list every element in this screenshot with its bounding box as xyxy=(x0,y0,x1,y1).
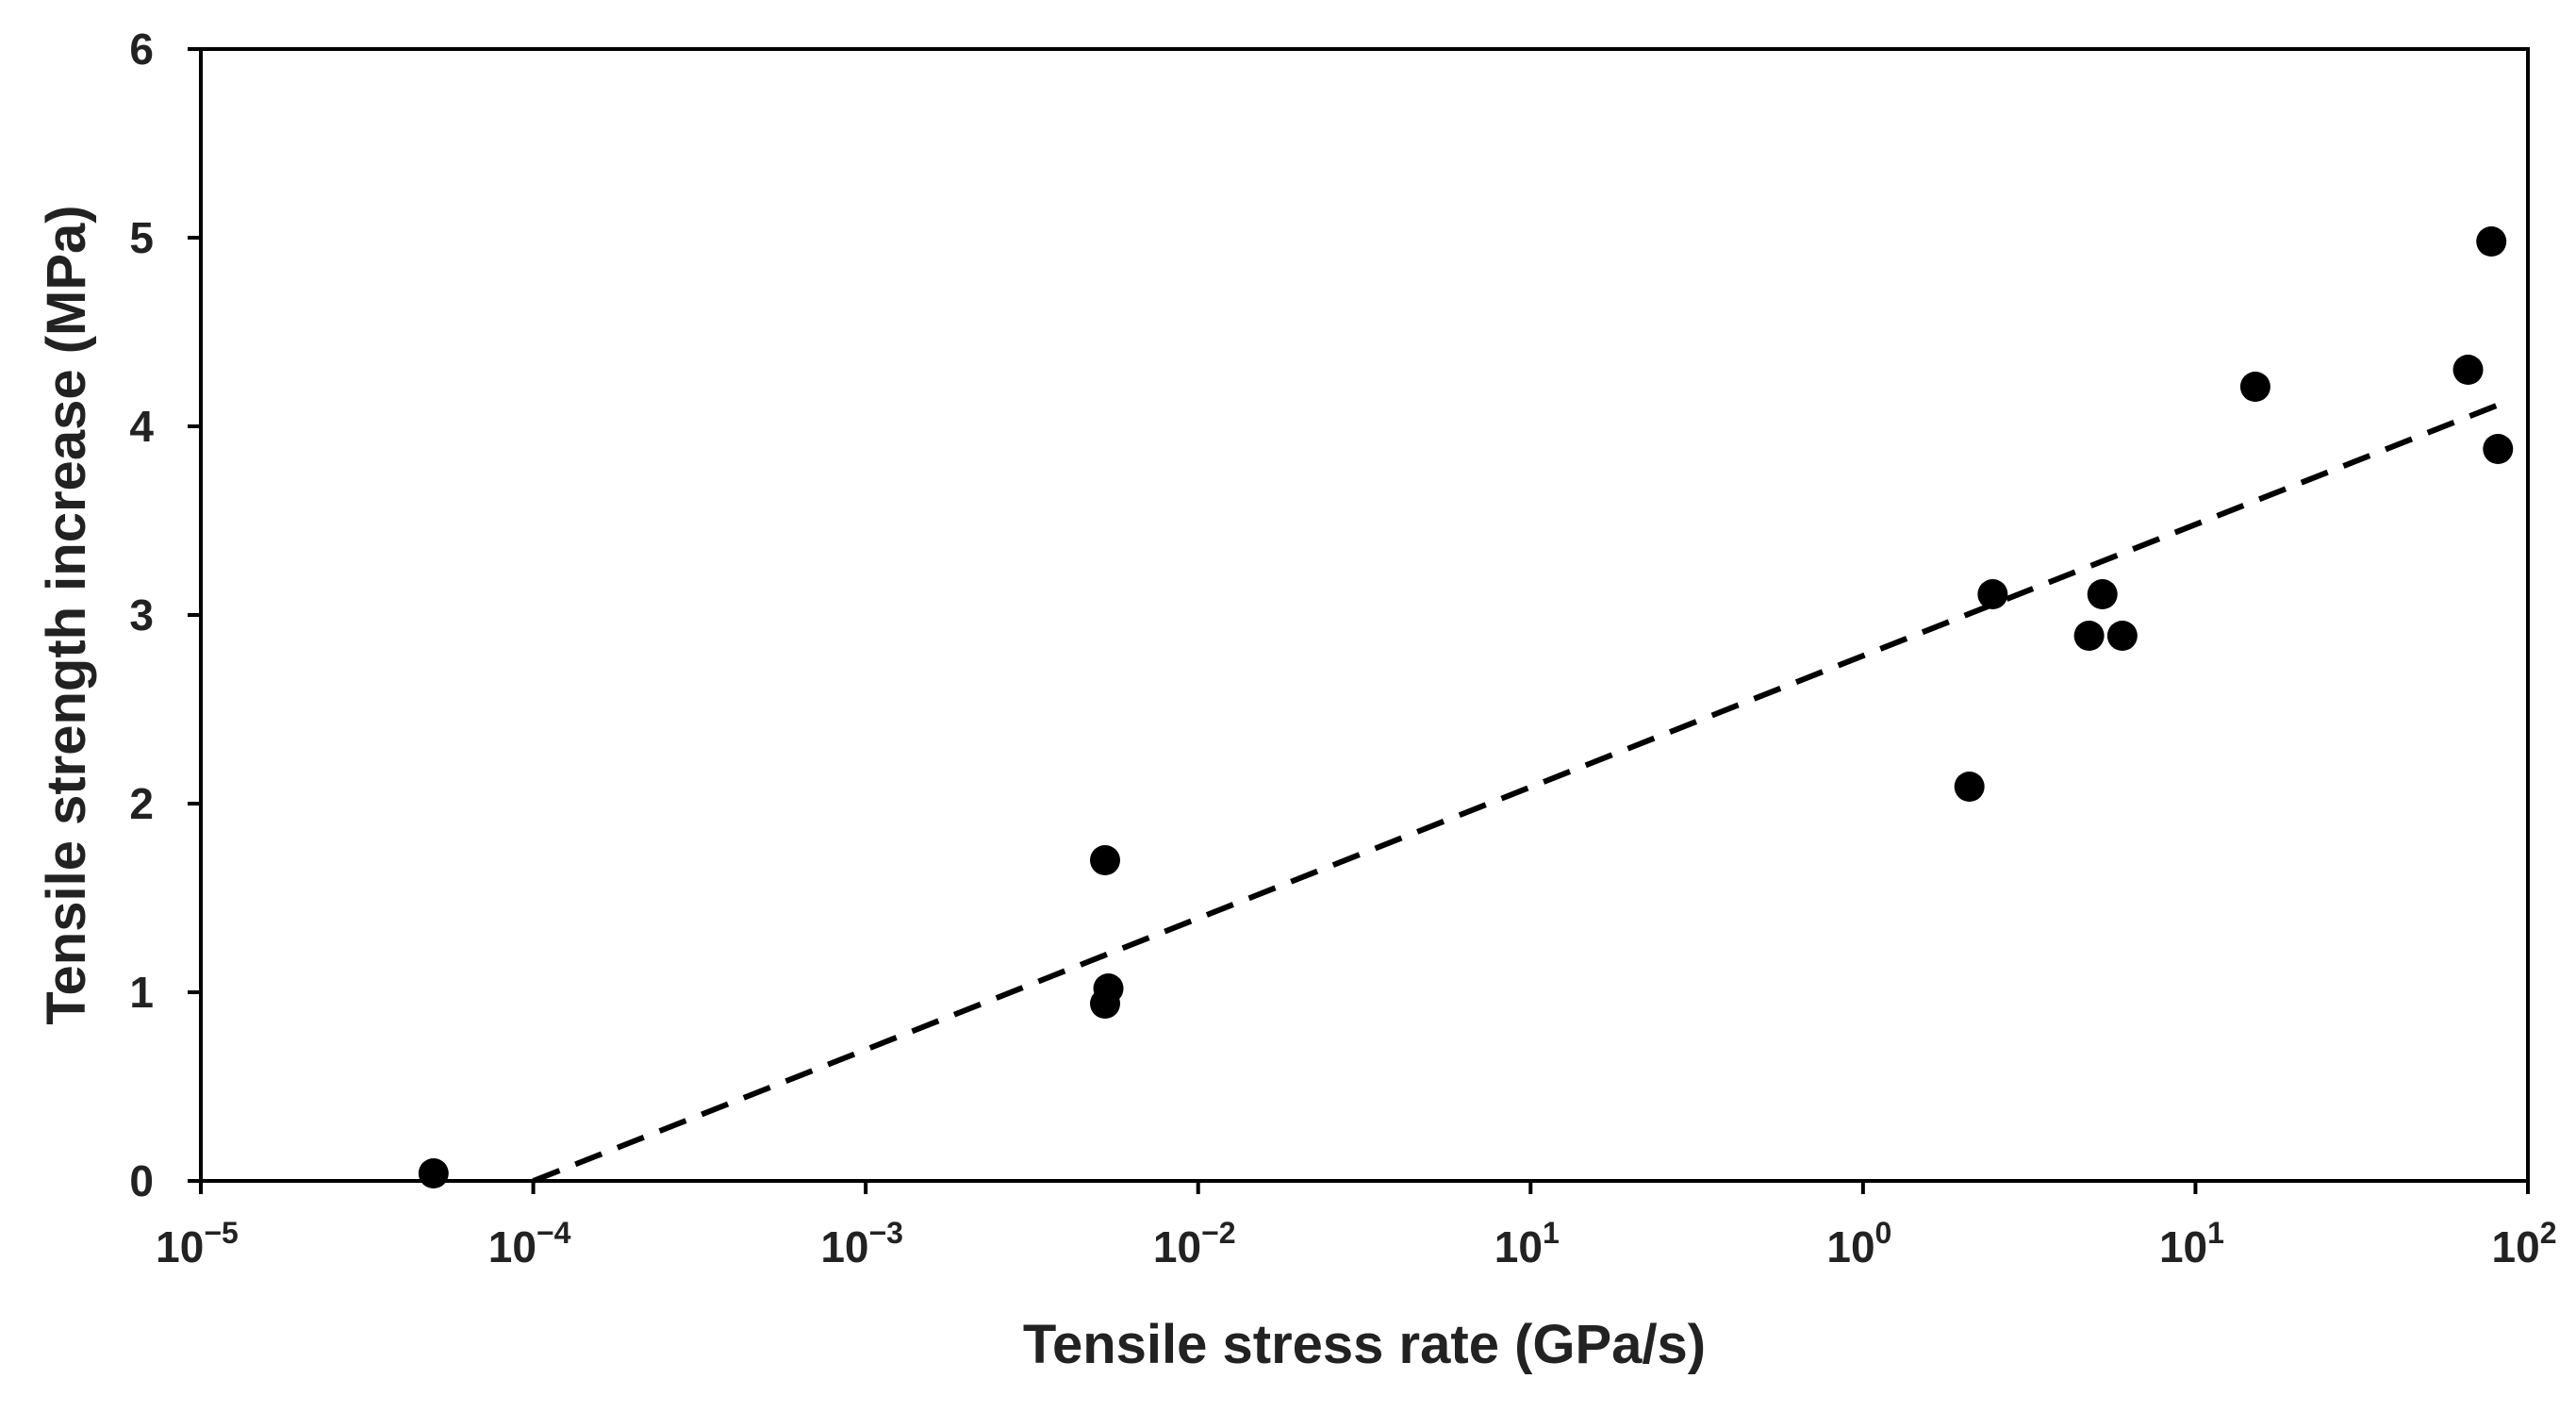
data-point xyxy=(2106,621,2138,651)
data-point xyxy=(418,1158,449,1188)
x-tick-exponent: −3 xyxy=(868,1216,902,1250)
x-tick-exponent: 2 xyxy=(2540,1216,2557,1250)
x-tick-base: 10 xyxy=(156,1222,204,1271)
data-point xyxy=(2087,579,2118,609)
y-tick-label: 4 xyxy=(129,402,154,451)
fit-line xyxy=(532,401,2502,1184)
x-tick-exponent: −5 xyxy=(204,1216,238,1250)
x-tick-base: 10 xyxy=(1153,1222,1201,1271)
y-tick-label: 1 xyxy=(129,968,154,1017)
x-tick-label: 100 xyxy=(1826,1216,1891,1271)
data-point xyxy=(1977,579,2008,609)
x-tick-label: 102 xyxy=(2492,1216,2557,1271)
x-tick-base: 10 xyxy=(1494,1222,1543,1271)
x-tick-exponent: −4 xyxy=(537,1216,571,1250)
data-point xyxy=(1954,772,1985,802)
x-tick-base: 10 xyxy=(820,1222,868,1271)
x-tick-base: 10 xyxy=(1826,1222,1874,1271)
x-tick-base: 10 xyxy=(2159,1222,2207,1271)
x-axis-ticks: 10−5 10−4 10−3 10−2 101 100 101 102 xyxy=(156,1181,2556,1271)
x-tick-label: 10−3 xyxy=(820,1216,903,1271)
x-tick-label: 10−4 xyxy=(488,1216,571,1271)
data-point xyxy=(1089,988,1120,1019)
data-point xyxy=(1089,845,1120,875)
data-point xyxy=(2239,372,2271,402)
x-tick-label: 10−5 xyxy=(156,1216,239,1271)
y-tick-label: 6 xyxy=(129,25,154,74)
y-tick-label: 5 xyxy=(129,213,154,262)
x-tick-exponent: −2 xyxy=(1201,1216,1235,1250)
data-point xyxy=(2073,621,2105,651)
x-tick-base: 10 xyxy=(488,1222,537,1271)
x-tick-label: 10−2 xyxy=(1153,1216,1236,1271)
fit-line-layer xyxy=(532,401,2502,1184)
data-point xyxy=(2476,226,2507,257)
x-tick-exponent: 0 xyxy=(1875,1216,1892,1250)
y-axis-title: Tensile strength increase (MPa) xyxy=(36,205,97,1024)
y-axis-ticks: 0 1 2 3 4 5 6 xyxy=(129,25,201,1205)
data-points-layer xyxy=(418,226,2514,1188)
x-tick-label: 101 xyxy=(2159,1216,2224,1271)
y-tick-label: 0 xyxy=(129,1156,154,1205)
data-point xyxy=(2483,434,2514,464)
x-tick-label: 101 xyxy=(1494,1216,1560,1271)
x-tick-base: 10 xyxy=(2492,1222,2540,1271)
data-point xyxy=(2452,355,2484,385)
y-tick-label: 2 xyxy=(129,779,154,828)
x-axis-title: Tensile stress rate (GPa/s) xyxy=(1023,1314,1706,1375)
x-tick-exponent: 1 xyxy=(2207,1216,2224,1250)
y-tick-label: 3 xyxy=(129,590,154,640)
x-tick-exponent: 1 xyxy=(1543,1216,1560,1250)
